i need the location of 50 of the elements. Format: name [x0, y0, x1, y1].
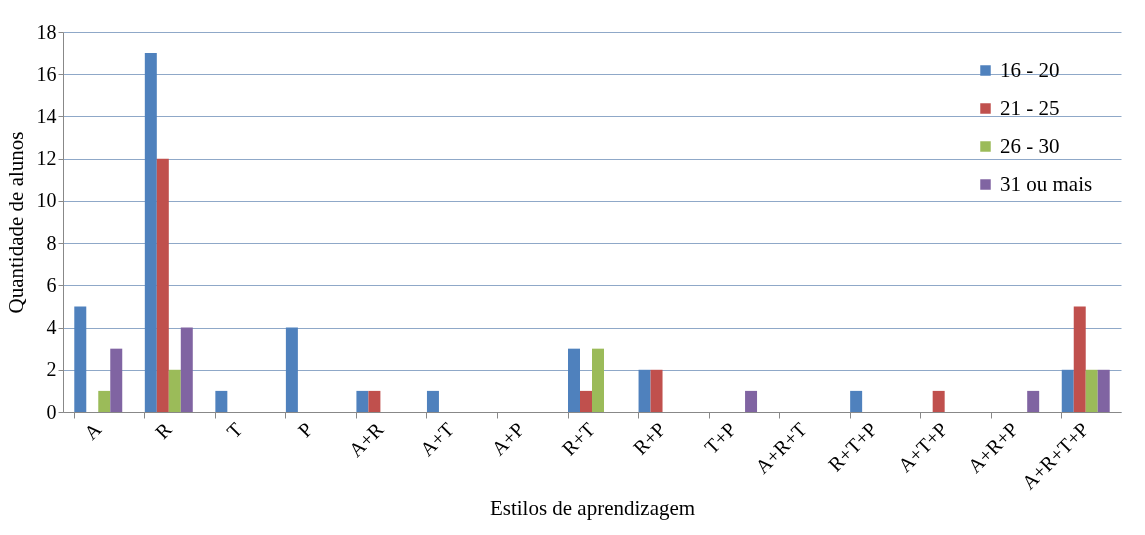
- bar: [1027, 390, 1040, 412]
- bar: [180, 327, 193, 412]
- legend-label: 31 ou mais: [1000, 171, 1093, 196]
- y-axis-title: Quantidade de alunos: [3, 131, 28, 314]
- bar: [1097, 369, 1110, 412]
- bar: [1061, 369, 1074, 412]
- y-tick-label: 12: [36, 147, 57, 170]
- bar: [1085, 369, 1098, 412]
- x-tick-label: R: [150, 417, 177, 444]
- x-tick-label: T+P: [700, 418, 741, 459]
- bar: [98, 390, 111, 412]
- x-tick-label: A+R: [344, 417, 388, 462]
- bar: [285, 327, 298, 412]
- x-tick-label: R+T: [557, 418, 600, 460]
- x-tick-label: A+P: [486, 418, 529, 460]
- legend-label: 16 - 20: [1000, 57, 1060, 82]
- y-tick-label: 14: [36, 104, 57, 127]
- bar: [650, 369, 663, 412]
- y-tick-label: 6: [46, 273, 57, 296]
- bar: [638, 369, 651, 412]
- x-tick-label: T: [222, 418, 247, 443]
- y-tick-label: 8: [46, 231, 57, 254]
- y-tick-label: 0: [46, 400, 57, 423]
- bar: [168, 369, 181, 412]
- legend-label: 21 - 25: [1000, 95, 1060, 120]
- bar: [368, 390, 381, 412]
- bar: [110, 348, 123, 412]
- y-tick-label: 2: [46, 358, 57, 381]
- bar: [144, 53, 157, 412]
- bar: [74, 306, 87, 412]
- bar: [356, 390, 369, 412]
- y-tick-label: 4: [46, 316, 57, 339]
- bar: [568, 348, 581, 412]
- bar: [156, 158, 169, 412]
- bar: [580, 390, 592, 412]
- bar: [426, 390, 439, 412]
- bar: [745, 390, 758, 412]
- bar: [215, 390, 228, 412]
- y-tick-label: 16: [36, 62, 57, 85]
- bar: [932, 390, 945, 412]
- bar: [850, 390, 863, 412]
- x-tick-label: R+P: [628, 418, 670, 459]
- bar: [1073, 306, 1086, 412]
- legend-label: 26 - 30: [1000, 133, 1060, 158]
- bar: [592, 348, 604, 412]
- y-tick-label: 18: [36, 20, 57, 43]
- x-tick-label: A: [79, 417, 106, 444]
- x-axis-title: Estilos de aprendizagem: [489, 495, 696, 520]
- x-tick-label: P: [293, 418, 317, 442]
- y-tick-label: 10: [36, 189, 57, 212]
